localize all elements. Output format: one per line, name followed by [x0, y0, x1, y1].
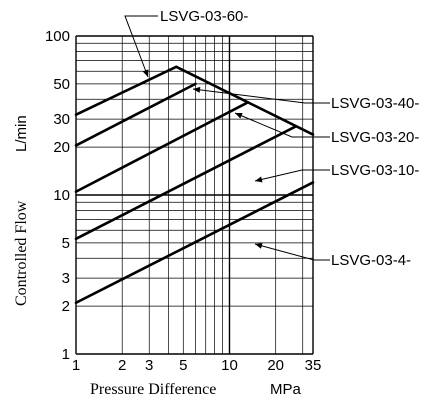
- series-line-1: [74, 65, 178, 116]
- y-tick-label: 20: [53, 139, 70, 156]
- leader-line-5: [254, 243, 330, 261]
- y-tick-label: 1: [62, 346, 70, 363]
- label-leaders: LSVG-03-60- LSVG-03-40- LSVG-03-20- LSVG-03…: [124, 8, 419, 269]
- x-tick-label: 2: [118, 357, 126, 374]
- series-label-4: LSVG-03-10-: [331, 162, 419, 179]
- y-axis-title: Controlled Flow: [13, 200, 30, 306]
- leader-line-4: [254, 169, 330, 182]
- series-line-3: [74, 101, 249, 193]
- leader-arrowhead-3: [235, 112, 243, 119]
- x-axis-unit: MPa: [270, 381, 302, 398]
- x-tick-label: 1: [72, 357, 80, 374]
- series-line-4: [74, 125, 298, 241]
- envelope-line: [174, 65, 315, 136]
- series-label-3: LSVG-03-20-: [331, 129, 419, 146]
- series-line-2: [74, 82, 197, 147]
- x-tick-label: 35: [305, 357, 322, 374]
- leader-line-1: [124, 15, 158, 78]
- x-tick-label: 5: [179, 357, 187, 374]
- series-lines: [74, 65, 315, 305]
- leader-arrowhead-4: [255, 176, 263, 183]
- y-tick-label: 2: [62, 298, 70, 315]
- series-line-5: [74, 181, 315, 305]
- x-tick-label: 10: [221, 357, 238, 374]
- series-label-5: LSVG-03-4-: [331, 252, 411, 269]
- leader-line-2: [192, 88, 330, 104]
- leader-arrowhead-5: [255, 242, 263, 249]
- x-tick-label: 3: [145, 357, 153, 374]
- x-tick-label: 20: [267, 357, 284, 374]
- y-tick-label: 3: [62, 270, 70, 287]
- y-tick-label: 30: [53, 111, 70, 128]
- y-tick-label: 100: [45, 28, 70, 45]
- y-tick-label: 50: [53, 76, 70, 93]
- leader-arrowhead-1: [142, 69, 149, 77]
- leader-arrowhead-2: [193, 86, 201, 93]
- x-axis-title: Pressure Difference: [90, 381, 216, 398]
- series-label-2: LSVG-03-40-: [331, 95, 419, 112]
- series-label-1: LSVG-03-60-: [160, 8, 248, 25]
- leader-line-3: [234, 112, 330, 138]
- y-tick-label: 10: [53, 187, 70, 204]
- y-axis-unit: L/min: [13, 115, 30, 152]
- y-tick-label: 5: [62, 235, 70, 252]
